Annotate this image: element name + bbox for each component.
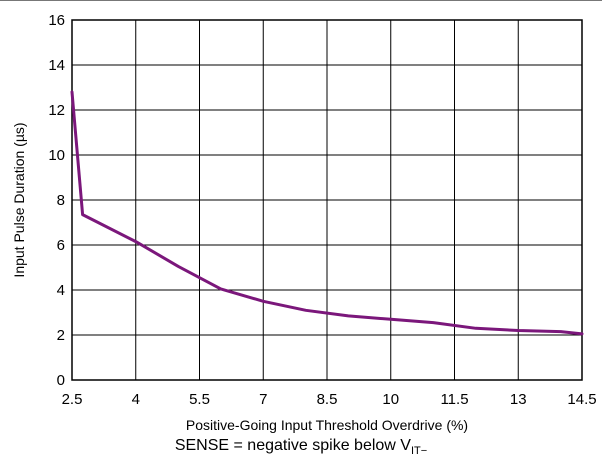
x-tick-label: 13 — [510, 391, 527, 408]
plot-frame — [71, 19, 583, 381]
x-tick-label: 14.5 — [567, 391, 596, 408]
x-tick-label: 5.5 — [189, 391, 210, 408]
caption: SENSE = negative spike below VIT− — [0, 437, 602, 457]
caption-text: SENSE = negative spike below V — [174, 437, 411, 454]
y-tick-label: 16 — [48, 12, 65, 29]
y-tick-label: 0 — [57, 372, 65, 389]
y-tick-label: 4 — [57, 282, 65, 299]
x-axis-label: Positive-Going Input Threshold Overdrive… — [186, 417, 468, 433]
x-tick-labels: 2.5 4 5.5 7 8.5 10 11.5 13 14.5 — [62, 391, 597, 408]
x-tick-label: 2.5 — [62, 391, 83, 408]
x-tick-label: 8.5 — [317, 391, 338, 408]
gridlines — [71, 19, 583, 381]
y-tick-labels: 0 2 4 6 8 10 12 14 16 — [48, 12, 65, 389]
caption-subscript: IT− — [410, 445, 428, 458]
x-tick-label: 10 — [382, 391, 399, 408]
y-tick-label: 2 — [57, 327, 65, 344]
x-tick-label: 4 — [132, 391, 140, 408]
chart: 2.5 4 5.5 7 8.5 10 11.5 13 14.5 0 2 4 6 8 10 12 14 16 Po… — [0, 0, 602, 433]
y-axis-label: Input Pulse Duration (µs) — [11, 122, 27, 277]
y-tick-label: 8 — [57, 192, 65, 209]
y-tick-label: 10 — [48, 147, 65, 164]
series-line — [70, 90, 584, 336]
y-tick-label: 14 — [48, 57, 65, 74]
y-tick-label: 12 — [48, 102, 65, 119]
x-tick-label: 11.5 — [440, 391, 468, 408]
x-tick-label: 7 — [259, 391, 267, 408]
y-tick-label: 6 — [57, 237, 65, 254]
